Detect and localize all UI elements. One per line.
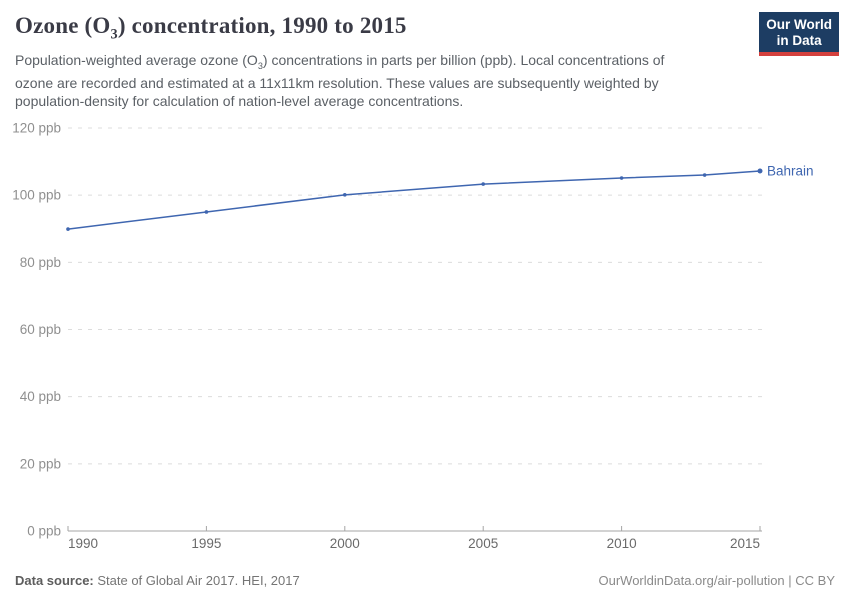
data-source: Data source: State of Global Air 2017. H… xyxy=(15,573,300,588)
x-axis-tick-label: 1995 xyxy=(191,536,221,551)
y-axis-tick-label: 120 ppb xyxy=(12,121,61,136)
x-axis-tick-label: 2000 xyxy=(330,536,360,551)
subtitle-line-2: ozone are recorded and estimated at a 11… xyxy=(15,75,659,92)
owid-logo-line-1: Our World xyxy=(766,17,832,32)
y-axis-tick-label: 20 ppb xyxy=(20,456,61,471)
y-axis-tick-label: 80 ppb xyxy=(20,255,61,270)
y-axis-tick-label: 100 ppb xyxy=(12,188,61,203)
subtitle-text: Population-weighted average ozone (O xyxy=(15,52,258,68)
subtitle-line-1: Population-weighted average ozone (O3) c… xyxy=(15,52,664,75)
data-point xyxy=(343,193,347,197)
page-title: Ozone (O3) concentration, 1990 to 2015 xyxy=(15,13,407,44)
data-source-label: Data source: xyxy=(15,573,94,588)
x-axis-tick-label: 2010 xyxy=(607,536,637,551)
title-text: Ozone (O xyxy=(15,13,111,38)
chart-footer: Data source: State of Global Air 2017. H… xyxy=(15,573,835,588)
y-axis-tick-label: 40 ppb xyxy=(20,389,61,404)
y-axis-tick-label: 60 ppb xyxy=(20,322,61,337)
title-subscript: 3 xyxy=(110,26,118,43)
y-axis-tick-label: 0 ppb xyxy=(27,524,61,539)
data-point xyxy=(619,176,624,180)
owid-logo-line-2: in Data xyxy=(776,33,822,48)
subtitle-line-3: population-density for calculation of na… xyxy=(15,92,464,109)
series-line xyxy=(67,170,761,230)
data-point xyxy=(702,173,707,177)
title-text-cont: ) concentration, 1990 to 2015 xyxy=(117,13,407,38)
data-point xyxy=(66,227,70,231)
data-source-text: State of Global Air 2017. HEI, 2017 xyxy=(93,573,300,588)
subtitle-text-cont: ) concentrations in parts per billion (p… xyxy=(262,52,665,68)
data-point xyxy=(757,168,763,174)
x-axis-tick-label: 2015 xyxy=(730,536,760,551)
x-axis-tick-label: 1990 xyxy=(68,536,98,551)
subtitle-subscript: 3 xyxy=(257,60,263,71)
x-axis-tick-label: 2005 xyxy=(468,536,498,551)
series-end-label: Bahrain xyxy=(767,163,814,178)
data-point xyxy=(481,182,486,186)
owid-logo[interactable]: Our World in Data xyxy=(759,12,839,56)
chart-subtitle: Population-weighted average ozone (O3) c… xyxy=(15,52,664,110)
data-point xyxy=(204,210,209,214)
owid-url-license-link[interactable]: OurWorldinData.org/air-pollution | CC BY xyxy=(598,573,835,588)
